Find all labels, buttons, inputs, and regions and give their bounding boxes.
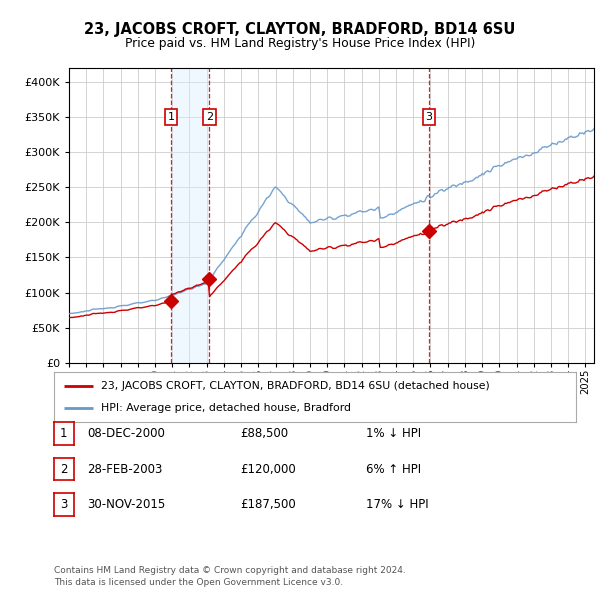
Text: £120,000: £120,000: [240, 463, 296, 476]
Text: 28-FEB-2003: 28-FEB-2003: [87, 463, 163, 476]
Bar: [171, 68, 209, 363]
Text: Price paid vs. HM Land Registry's House Price Index (HPI): Price paid vs. HM Land Registry's House …: [125, 37, 475, 50]
Text: £88,500: £88,500: [240, 427, 288, 440]
Text: 23, JACOBS CROFT, CLAYTON, BRADFORD, BD14 6SU (detached house): 23, JACOBS CROFT, CLAYTON, BRADFORD, BD1…: [101, 381, 490, 391]
Text: 30-NOV-2015: 30-NOV-2015: [87, 498, 165, 511]
Text: 3: 3: [425, 112, 433, 122]
Text: 23, JACOBS CROFT, CLAYTON, BRADFORD, BD14 6SU: 23, JACOBS CROFT, CLAYTON, BRADFORD, BD1…: [85, 22, 515, 37]
Text: 1: 1: [60, 427, 68, 440]
Text: 08-DEC-2000: 08-DEC-2000: [87, 427, 165, 440]
Text: Contains HM Land Registry data © Crown copyright and database right 2024.
This d: Contains HM Land Registry data © Crown c…: [54, 566, 406, 587]
Text: 6% ↑ HPI: 6% ↑ HPI: [366, 463, 421, 476]
Text: 2: 2: [60, 463, 68, 476]
Text: 1% ↓ HPI: 1% ↓ HPI: [366, 427, 421, 440]
Text: £187,500: £187,500: [240, 498, 296, 511]
Text: 2: 2: [206, 112, 213, 122]
Text: HPI: Average price, detached house, Bradford: HPI: Average price, detached house, Brad…: [101, 403, 351, 413]
Text: 1: 1: [167, 112, 175, 122]
Text: 17% ↓ HPI: 17% ↓ HPI: [366, 498, 428, 511]
Text: 3: 3: [60, 498, 68, 511]
